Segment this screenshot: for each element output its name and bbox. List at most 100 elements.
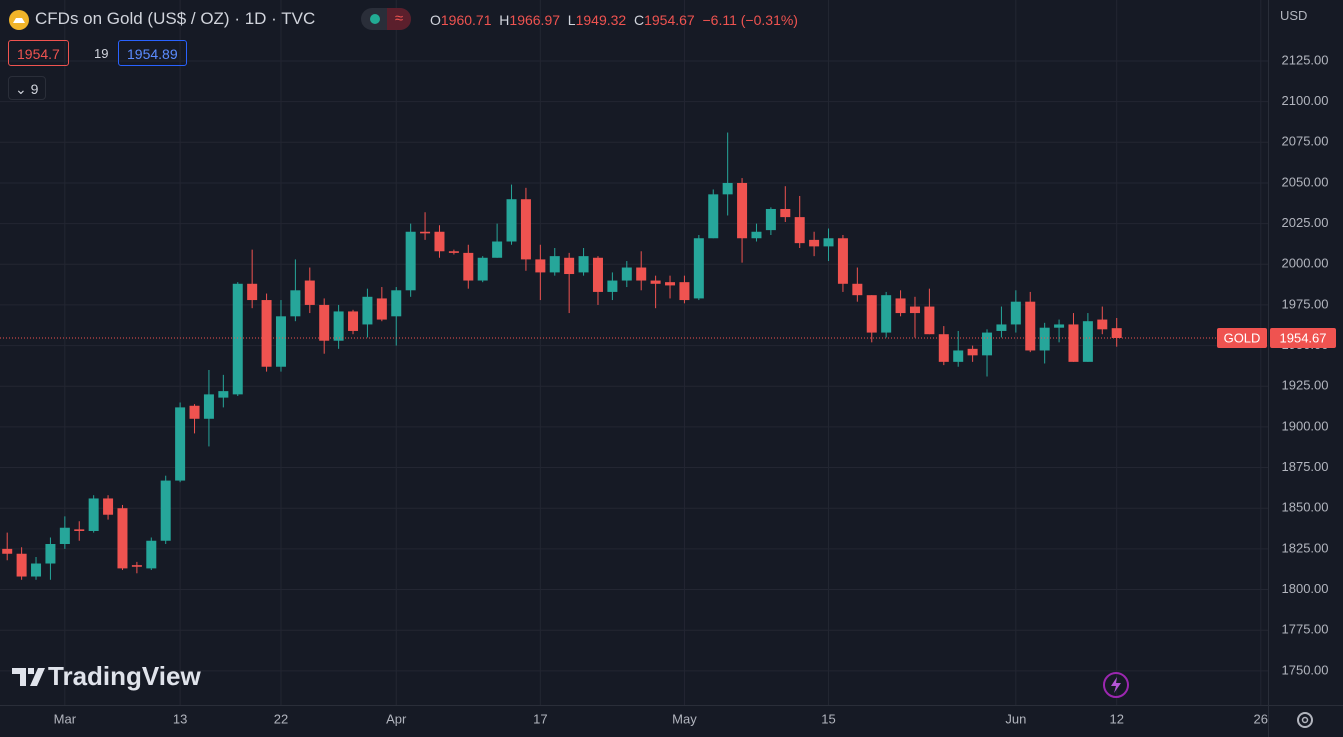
candle-body (679, 282, 690, 301)
candle-body (953, 350, 964, 362)
candle-body (275, 316, 286, 367)
indicator-count: 9 (30, 81, 39, 97)
legend-label: L (567, 12, 576, 28)
buy-button[interactable]: 1954.89 (118, 40, 187, 66)
currency[interactable]: USD (1280, 8, 1308, 23)
candle-body (1082, 321, 1093, 362)
candle-body (31, 563, 42, 577)
x-tick-label: Apr (386, 711, 407, 726)
candle-body (160, 480, 171, 541)
x-tick-label: 17 (533, 711, 547, 726)
legend-value: 1960.71 (440, 12, 492, 28)
y-tick-label: 1825.00 (1282, 540, 1329, 555)
brand: TradingView (12, 661, 201, 692)
candle-body (333, 311, 344, 341)
candle-body (982, 332, 993, 356)
candle-body (909, 306, 920, 314)
candle-body (448, 251, 459, 253)
legend-label: C (633, 12, 645, 28)
candle-body (1054, 324, 1065, 328)
candle-body (131, 565, 142, 567)
candle-body (203, 394, 214, 419)
candle-body (420, 231, 431, 234)
indicators-toggle[interactable]: ⌄ 9 (8, 76, 46, 100)
y-tick-label: 1875.00 (1282, 459, 1329, 474)
sell-button[interactable]: 1954.7 (8, 40, 69, 66)
y-tick-label: 2100.00 (1282, 93, 1329, 108)
candle-body (967, 348, 978, 356)
chart-title: CFDs on Gold (US$ / OZ) · 1D · TVC (35, 9, 316, 28)
candle-body (261, 300, 272, 367)
candle-body (1097, 319, 1108, 330)
candle-body (348, 311, 359, 331)
x-tick-label: 26 (1254, 711, 1268, 726)
last-price-tag (1270, 327, 1336, 348)
candle-body (88, 498, 99, 531)
candle-body (751, 231, 762, 239)
candle-body (492, 241, 503, 258)
candle-body (621, 267, 632, 281)
candle-body (232, 283, 243, 395)
symbol-tag (1217, 327, 1267, 348)
candle-body (16, 553, 27, 577)
candle-body (636, 267, 647, 281)
candle-body (794, 217, 805, 244)
candle-body (1068, 324, 1079, 362)
x-tick-label: 15 (821, 711, 835, 726)
candle-body (189, 405, 200, 419)
symbol-icon (9, 10, 29, 30)
brand-logo (12, 668, 45, 686)
candle-body (938, 334, 949, 362)
candle-body (1039, 327, 1050, 351)
candle-body (175, 407, 186, 481)
candle-body (837, 238, 848, 284)
candle-body (578, 256, 589, 273)
candle-body (520, 199, 531, 260)
candle-body (592, 257, 603, 292)
candle-body (765, 208, 776, 231)
x-tick-label: Mar (54, 711, 77, 726)
y-tick-label: 1775.00 (1282, 622, 1329, 637)
candle-body (607, 280, 618, 292)
y-tick-label: 2000.00 (1282, 256, 1329, 271)
status-pill[interactable]: ≈ (361, 8, 411, 30)
settings-icon[interactable] (1294, 709, 1316, 731)
alert-icon[interactable] (1102, 671, 1130, 699)
y-tick-label: 1800.00 (1282, 581, 1329, 596)
candle-body (247, 283, 258, 301)
y-tick-label: 2125.00 (1282, 52, 1329, 67)
x-tick-label: 22 (274, 711, 288, 726)
candle-body (737, 182, 748, 239)
grid (0, 0, 1268, 705)
candle-body (103, 498, 114, 515)
legend-value: 1954.67 (644, 12, 695, 28)
candle-body (362, 296, 373, 325)
candle-body (823, 238, 834, 247)
candle-body (45, 543, 56, 564)
brand-name: TradingView (48, 661, 201, 691)
legend-label: O (430, 12, 441, 28)
candle-body (405, 231, 416, 291)
candle-body (549, 256, 560, 273)
y-tick-label: 2025.00 (1282, 215, 1329, 230)
plot (2, 132, 1122, 580)
candle-body (1025, 301, 1036, 351)
y-tick-label: 1750.00 (1282, 662, 1329, 677)
candle-body (1010, 301, 1021, 325)
candle-body (665, 282, 676, 286)
candle-body (809, 239, 820, 247)
legend-change: −6.11 (−0.31%) (702, 12, 798, 28)
x-tick-label: Jun (1005, 711, 1026, 726)
candle-body (2, 548, 13, 554)
candle-body (722, 182, 733, 195)
candle-body (391, 290, 402, 317)
candle-body (780, 208, 791, 218)
candle-body (319, 304, 330, 341)
y-tick-label: 1850.00 (1282, 500, 1329, 515)
x-tick-label: 12 (1109, 711, 1123, 726)
legend-label: H (499, 12, 510, 28)
ohlc-legend: O1960.71 H1966.97 L1949.32 C1954.67 −6.1… (430, 12, 798, 28)
candle-body (895, 298, 906, 314)
